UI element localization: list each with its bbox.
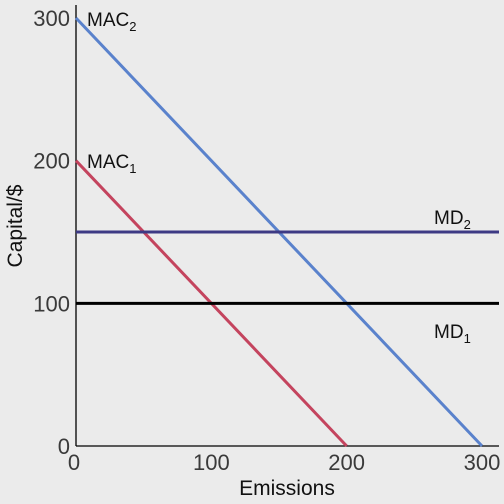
line-label-mac1: MAC1	[87, 152, 136, 176]
line-label-mac2: MAC2	[87, 10, 136, 34]
tick-labels: 0 100 200 300 0 100 200 300	[33, 6, 500, 475]
line-label-md2: MD2	[434, 208, 471, 232]
line-labels: MAC2 MAC1 MD2 MD1	[87, 10, 471, 346]
y-tick-label: 0	[58, 434, 70, 459]
x-tick-label: 300	[464, 450, 501, 475]
x-axis-title: Emissions	[239, 477, 335, 500]
x-tick-label: 200	[328, 450, 365, 475]
series-layer	[74, 16, 499, 448]
y-tick-label: 100	[33, 291, 70, 316]
x-tick-label: 100	[193, 450, 230, 475]
axes	[75, 5, 499, 447]
y-tick-label: 200	[33, 149, 70, 174]
line-label-md1: MD1	[434, 322, 471, 346]
y-tick-label: 300	[33, 6, 70, 31]
x-tick-label: 0	[68, 450, 80, 475]
y-axis-title: Capital/$	[4, 184, 27, 267]
